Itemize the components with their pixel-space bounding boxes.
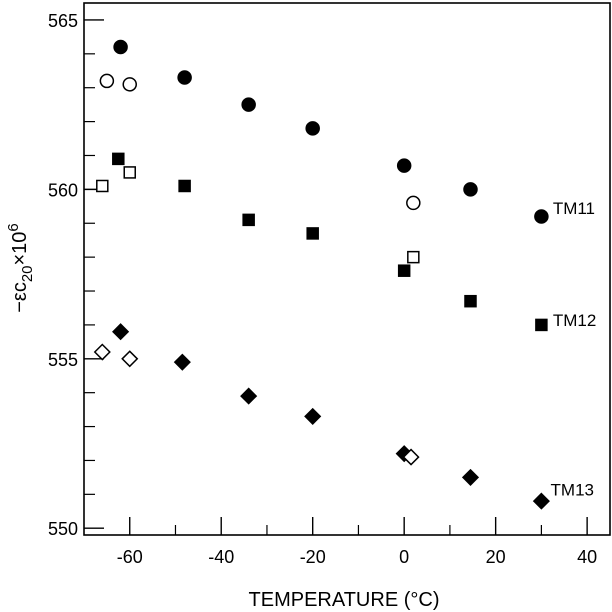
filled-circle-point bbox=[177, 70, 192, 85]
y-axis-title-sub: 20 bbox=[19, 265, 36, 282]
y-axis-title-main: −εc bbox=[9, 282, 31, 313]
y-tick-label: 550 bbox=[48, 519, 78, 539]
filled-circle-point bbox=[305, 121, 320, 136]
open-circle-point bbox=[99, 73, 115, 89]
open-square-point bbox=[123, 166, 136, 179]
open-diamond-point bbox=[93, 343, 111, 361]
filled-diamond-point bbox=[240, 387, 258, 405]
filled-circle-point bbox=[113, 39, 128, 55]
y-axis-title-sup: 6 bbox=[5, 223, 22, 231]
series-label-tm11: TM11 bbox=[553, 199, 595, 218]
open-diamond-point bbox=[402, 448, 420, 466]
axes: 550 555 560 565 -60 -40 -20 0 20 40 bbox=[48, 2, 611, 567]
y-tick-label: 565 bbox=[48, 11, 78, 31]
filled-diamond-point bbox=[304, 407, 322, 425]
filled-square-point bbox=[178, 179, 191, 193]
open-circle-point bbox=[122, 77, 137, 92]
filled-square-point bbox=[112, 152, 125, 166]
series-label-tm13: TM13 bbox=[551, 480, 594, 499]
data-marks bbox=[93, 39, 550, 510]
x-tick-label: -20 bbox=[300, 547, 326, 567]
y-axis-title-tail: ×10 bbox=[9, 232, 31, 266]
y-axis-title: −εc20×106 bbox=[5, 223, 36, 313]
filled-circle-point bbox=[241, 97, 256, 112]
filled-circle-point bbox=[396, 158, 412, 173]
filled-square-point bbox=[397, 264, 411, 277]
open-circle-point bbox=[406, 195, 421, 211]
y-tick-label: 555 bbox=[48, 350, 78, 370]
filled-circle-point bbox=[534, 209, 549, 224]
x-tick-label: -40 bbox=[208, 547, 234, 567]
filled-diamond-point bbox=[112, 323, 130, 341]
filled-diamond-point bbox=[532, 492, 550, 510]
plot-frame bbox=[83, 2, 611, 536]
x-tick-label: 20 bbox=[486, 547, 506, 567]
filled-square-point bbox=[306, 227, 319, 240]
open-diamond-point bbox=[121, 350, 139, 368]
x-tick-label: 0 bbox=[399, 547, 409, 567]
filled-square-point bbox=[535, 318, 548, 332]
filled-square-point bbox=[242, 213, 255, 227]
filled-diamond-point bbox=[173, 353, 191, 371]
x-axis-title: TEMPERATURE (°C) bbox=[249, 589, 440, 611]
y-tick-label: 560 bbox=[48, 180, 78, 200]
x-tick-label: 40 bbox=[577, 547, 597, 567]
series-label-tm12: TM12 bbox=[553, 311, 596, 330]
filled-square-point bbox=[464, 294, 477, 308]
filled-circle-point bbox=[463, 182, 478, 197]
open-square-point bbox=[407, 250, 420, 264]
series-labels: TM11 TM12 TM13 bbox=[551, 199, 597, 499]
x-tick-label: -60 bbox=[117, 547, 143, 567]
open-square-point bbox=[96, 179, 109, 193]
filled-diamond-point bbox=[461, 468, 480, 486]
